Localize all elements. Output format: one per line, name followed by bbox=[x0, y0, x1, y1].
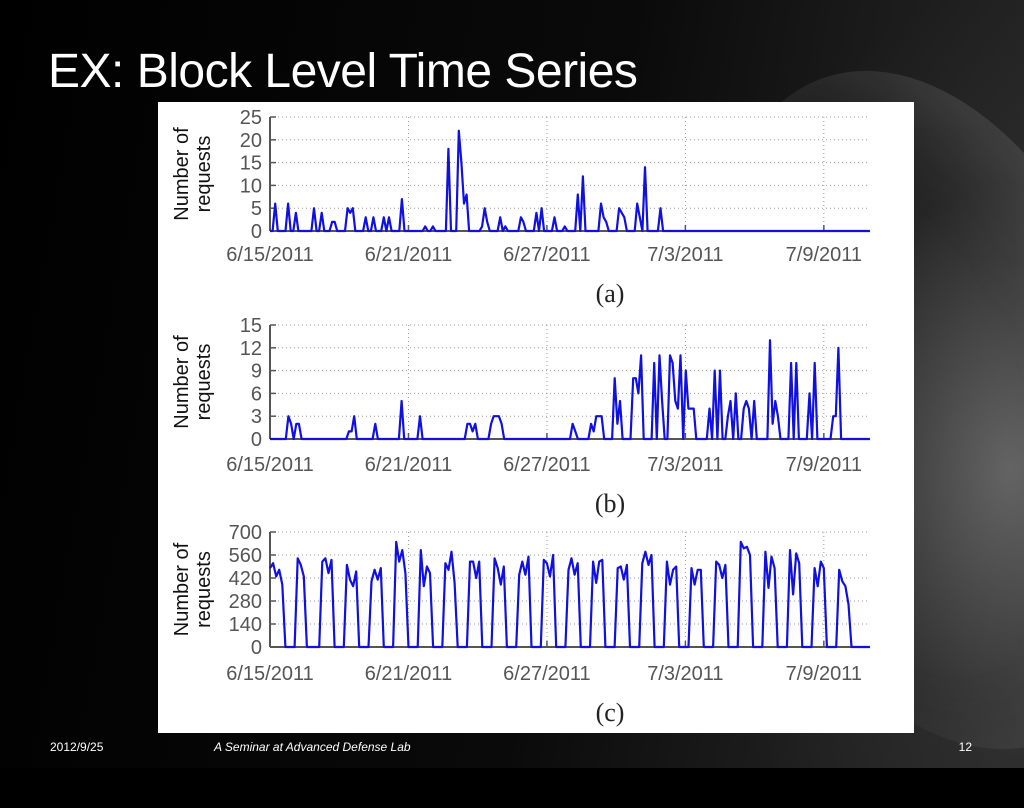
y-tick-label: 5 bbox=[251, 198, 262, 220]
x-tick-label: 6/27/2011 bbox=[503, 244, 591, 266]
y-axis-label: requests bbox=[193, 551, 215, 628]
x-tick-label: 6/27/2011 bbox=[503, 454, 591, 476]
series-line bbox=[270, 339, 870, 441]
x-tick-label: 6/21/2011 bbox=[365, 663, 453, 685]
y-tick-label: 3 bbox=[251, 406, 262, 428]
y-tick-label: 9 bbox=[251, 361, 262, 383]
figure-panel: 0 5 10 15 20 25 6/15/2011 6/21/2011 6/27/2011 7/3… bbox=[158, 102, 914, 733]
series-line bbox=[270, 129, 870, 233]
x-tick-label: 7/9/2011 bbox=[786, 454, 862, 476]
x-tick-label: 7/9/2011 bbox=[786, 663, 862, 685]
footer-date: 2012/9/25 bbox=[50, 740, 104, 754]
y-tick-label: 560 bbox=[229, 545, 262, 567]
panel-caption: (c) bbox=[596, 698, 625, 727]
x-tick-label: 6/27/2011 bbox=[503, 663, 591, 685]
y-axis-label: Number of bbox=[171, 335, 193, 429]
y-tick-label: 140 bbox=[229, 614, 262, 636]
x-tick-label: 7/3/2011 bbox=[647, 244, 723, 266]
series-line bbox=[269, 540, 870, 649]
y-tick-label: 280 bbox=[229, 591, 262, 613]
slide-title: EX: Block Level Time Series bbox=[48, 45, 638, 98]
y-axis-label: Number of bbox=[171, 542, 193, 636]
y-tick-label: 0 bbox=[251, 429, 262, 451]
panel-caption: (a) bbox=[596, 279, 625, 308]
x-tick-label: 7/3/2011 bbox=[647, 663, 723, 685]
x-tick-label: 6/15/2011 bbox=[226, 244, 314, 266]
x-tick-label: 7/9/2011 bbox=[786, 244, 862, 266]
page-number: 12 bbox=[958, 740, 972, 754]
y-tick-label: 6 bbox=[251, 383, 262, 405]
y-axis-label: requests bbox=[193, 344, 215, 421]
y-tick-label: 10 bbox=[240, 175, 262, 197]
x-tick-label: 6/21/2011 bbox=[365, 244, 453, 266]
y-tick-label: 15 bbox=[240, 153, 262, 175]
y-tick-label: 20 bbox=[240, 130, 262, 152]
y-tick-label: 420 bbox=[229, 568, 262, 590]
y-tick-label: 0 bbox=[251, 637, 262, 659]
y-tick-label: 15 bbox=[240, 315, 262, 337]
y-axis-label: Number of bbox=[171, 127, 193, 221]
y-tick-label: 12 bbox=[240, 338, 262, 360]
x-tick-label: 6/21/2011 bbox=[365, 454, 453, 476]
panel-caption: (b) bbox=[595, 489, 625, 518]
x-tick-label: 7/3/2011 bbox=[647, 454, 723, 476]
y-axis-label: requests bbox=[193, 136, 215, 213]
footer-seminar: A Seminar at Advanced Defense Lab bbox=[214, 740, 411, 754]
x-tick-label: 6/15/2011 bbox=[226, 663, 314, 685]
y-tick-label: 25 bbox=[240, 107, 262, 129]
y-tick-label: 0 bbox=[251, 221, 262, 243]
y-tick-label: 700 bbox=[229, 522, 262, 544]
x-tick-label: 6/15/2011 bbox=[226, 454, 314, 476]
